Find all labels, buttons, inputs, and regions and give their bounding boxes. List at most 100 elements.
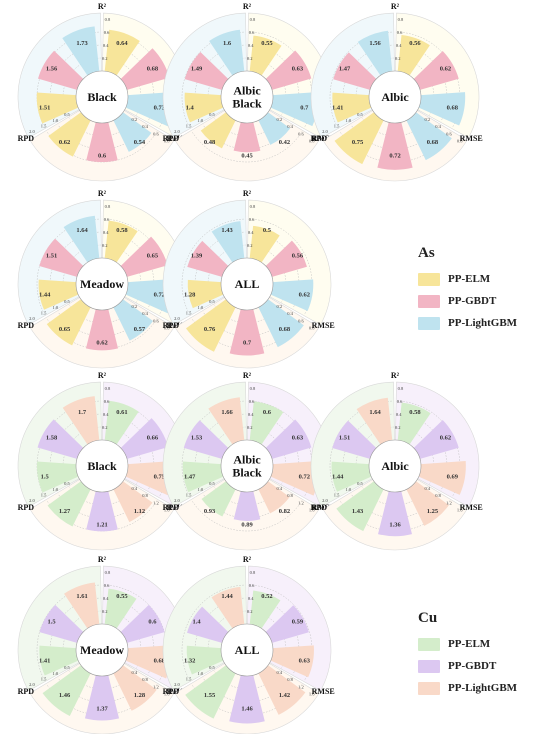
legend-label: PP-ELM	[448, 638, 491, 650]
tick-label: 0.5	[357, 112, 363, 117]
data-label: 0.52	[261, 593, 272, 600]
bar	[86, 491, 118, 532]
tick-label: 0.8	[250, 17, 256, 22]
data-label: 1.56	[369, 40, 381, 47]
bar	[42, 665, 91, 717]
bar	[84, 675, 120, 721]
data-label: 1.64	[369, 409, 381, 416]
data-label: 1.28	[184, 292, 196, 299]
bar	[113, 299, 154, 341]
tick-label: 2.0	[174, 129, 180, 134]
data-label: 0.45	[241, 153, 253, 160]
data-label: 1.12	[134, 508, 145, 515]
bar	[200, 112, 236, 149]
hub-circle	[75, 439, 129, 493]
axis-label: R²	[98, 189, 107, 198]
bar	[233, 122, 261, 153]
tick-label: 0.8	[250, 204, 256, 209]
tick-label: 2.0	[174, 316, 180, 321]
bar	[184, 52, 229, 90]
chart-title: ALL	[235, 277, 260, 291]
chart-panel: 0.61 0.66 0.75 0.2 0.4 0.6 0.8 1.12 1.21 1.27 0.4 0…	[18, 371, 190, 551]
tick-label: 0.2	[395, 56, 401, 61]
legend-item: PP-ELM	[418, 268, 517, 290]
data-label: 0.66	[147, 434, 159, 441]
tick-label: 0.6	[298, 131, 304, 136]
tick-label: 0.4	[277, 670, 283, 675]
bar	[186, 645, 224, 675]
bar	[125, 645, 173, 679]
tick-label: 1.5	[186, 310, 192, 315]
data-label: 1.32	[184, 658, 195, 665]
chart-title: Meadow	[80, 277, 124, 291]
tick-label: 0.5	[64, 481, 70, 486]
tick-label: 0.8	[105, 204, 111, 209]
axis-label: RMSE	[460, 503, 483, 512]
bar	[113, 481, 153, 523]
tick-label: 1.0	[345, 118, 351, 123]
bar	[258, 481, 290, 514]
bar	[333, 52, 377, 90]
data-label: 0.5	[263, 227, 272, 234]
tick-label: 1.5	[334, 492, 340, 497]
chart-panel: 0.58 0.62 0.69 0.2 0.4 0.6 0.8 1.25 1.36 1.43 0.4 0…	[311, 371, 483, 551]
data-label: 0.61	[116, 409, 127, 416]
axis-label: R²	[98, 555, 107, 564]
tick-label: 0.4	[103, 596, 109, 601]
axis-label: R²	[243, 2, 252, 11]
bar	[229, 309, 265, 356]
data-label: 0.65	[59, 326, 71, 333]
data-label: 1.56	[46, 65, 58, 72]
bar	[357, 30, 393, 76]
data-label: 0.6	[98, 153, 107, 160]
data-label: 0.48	[204, 139, 216, 146]
axis-label: RPD	[163, 503, 180, 512]
tick-label: 0.4	[248, 412, 254, 417]
data-label: 0.68	[427, 139, 439, 146]
bar	[39, 238, 84, 277]
bar	[332, 420, 377, 459]
data-label: 1.44	[39, 292, 51, 299]
chart-title: ALL	[235, 643, 260, 657]
tick-label: 0.6	[104, 583, 110, 588]
data-label: 1.73	[76, 40, 88, 47]
axis-label: R²	[243, 371, 252, 380]
tick-label: 0.4	[277, 486, 283, 491]
tick-label: 2.0	[29, 682, 35, 687]
tick-label: 0.6	[249, 30, 255, 35]
tick-label: 0.2	[395, 425, 401, 430]
bar	[332, 92, 372, 123]
data-label: 0.72	[389, 153, 400, 160]
legend-cu: Cu PP-ELM PP-GBDT PP-LightGBM	[418, 610, 517, 699]
bar	[397, 34, 430, 76]
axis-label: RMSE	[312, 134, 335, 143]
bar	[208, 397, 245, 445]
axis-label: RPD	[163, 321, 180, 330]
tick-label: 0.5	[64, 112, 70, 117]
tick-label: 1.2	[153, 500, 159, 505]
bar	[211, 221, 245, 263]
data-label: 1.42	[279, 692, 290, 699]
bar	[270, 92, 319, 127]
bar	[113, 665, 157, 711]
data-label: 0.58	[116, 227, 128, 234]
legend-title: Cu	[418, 610, 438, 626]
bar	[249, 35, 282, 76]
legend-item: PP-GBDT	[418, 290, 517, 312]
tick-label: 0.8	[105, 570, 111, 575]
bar	[233, 491, 261, 521]
bar	[211, 586, 245, 629]
data-label: 1.41	[332, 105, 343, 112]
data-label: 0.6	[148, 618, 157, 625]
tick-label: 0.6	[104, 30, 110, 35]
legend-label: PP-LightGBM	[448, 317, 518, 329]
tick-label: 0.8	[435, 493, 441, 498]
data-label: 1.5	[48, 618, 57, 625]
axis-label: R²	[243, 189, 252, 198]
tick-label: 0.8	[398, 386, 404, 391]
tick-label: 0.5	[64, 299, 70, 304]
bar	[406, 481, 449, 526]
bar	[418, 461, 466, 495]
axis-label: RPD	[18, 134, 35, 143]
